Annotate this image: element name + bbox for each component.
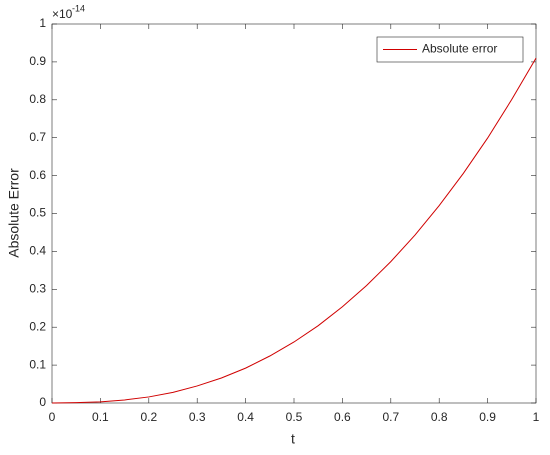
x-tick-label: 0.7 [382, 410, 399, 424]
x-tick-label: 0.2 [140, 410, 157, 424]
y-tick-label: 0.5 [29, 206, 46, 220]
y-exponent: -14 [72, 3, 85, 13]
x-tick-label: 0.1 [92, 410, 109, 424]
x-tick-label: 1 [533, 410, 540, 424]
x-tick-label: 0.6 [334, 410, 351, 424]
y-tick-label: 0.4 [29, 244, 46, 258]
y-tick-label: 0.6 [29, 168, 46, 182]
x-tick-label: 0 [49, 410, 56, 424]
plot-frame [51, 23, 537, 404]
y-tick-label: 0.8 [29, 92, 46, 106]
x-tick-label: 0.5 [286, 410, 303, 424]
y-tick-label: 0.2 [29, 319, 46, 333]
y-tick-label: 0.9 [29, 54, 46, 68]
y-tick-label: 0.7 [29, 130, 46, 144]
legend-label: Absolute error [422, 42, 497, 56]
x-axis-label: t [291, 431, 295, 447]
y-tick-label: 0 [39, 395, 46, 409]
x-tick-label: 0.3 [189, 410, 206, 424]
line [51, 57, 537, 404]
y-multiplier: ×10 [52, 7, 73, 21]
x-tick-label: 0.4 [237, 410, 254, 424]
y-tick-label: 1 [39, 16, 46, 30]
y-tick-label: 0.3 [29, 281, 46, 295]
x-tick-label: 0.8 [431, 410, 448, 424]
y-axis-label: Absolute Error [6, 168, 22, 258]
x-tick-label: 0.9 [479, 410, 496, 424]
y-tick-label: 0.1 [29, 357, 46, 371]
